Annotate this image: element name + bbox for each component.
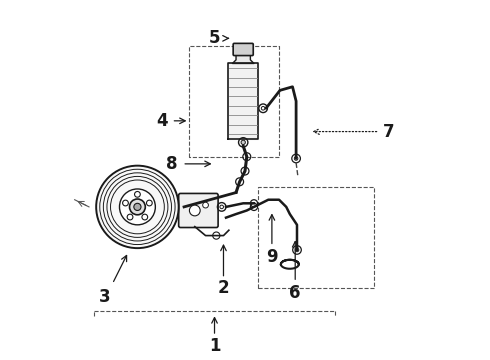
Text: 4: 4	[157, 112, 169, 130]
Circle shape	[134, 203, 141, 211]
Polygon shape	[228, 63, 258, 139]
Polygon shape	[232, 54, 254, 63]
Circle shape	[120, 189, 155, 225]
Circle shape	[135, 192, 140, 197]
Text: 5: 5	[209, 30, 221, 48]
Circle shape	[147, 200, 152, 206]
Circle shape	[241, 140, 245, 144]
Circle shape	[122, 200, 128, 206]
FancyBboxPatch shape	[233, 43, 253, 55]
Circle shape	[129, 199, 146, 215]
Text: 6: 6	[290, 284, 301, 302]
Text: 2: 2	[218, 279, 229, 297]
Circle shape	[96, 166, 179, 248]
Circle shape	[190, 205, 200, 216]
Text: 3: 3	[99, 288, 111, 306]
Text: 8: 8	[166, 155, 177, 173]
Circle shape	[142, 214, 147, 220]
Circle shape	[127, 214, 133, 220]
Text: 1: 1	[209, 337, 221, 355]
Circle shape	[203, 202, 208, 208]
Text: 7: 7	[383, 123, 394, 141]
FancyBboxPatch shape	[179, 193, 218, 228]
Text: 9: 9	[266, 248, 278, 266]
